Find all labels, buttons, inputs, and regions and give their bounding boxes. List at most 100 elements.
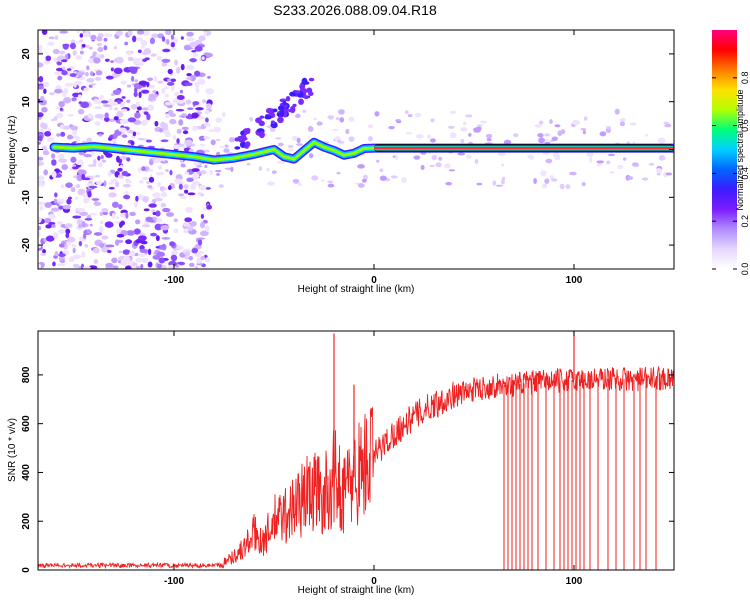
noise-blob [51, 224, 56, 228]
noise-blob [184, 217, 193, 223]
noise-blob [96, 180, 103, 186]
noise-blob [193, 162, 200, 166]
noise-blob [59, 50, 66, 55]
noise-blob [168, 264, 175, 269]
noise-blob [312, 117, 318, 121]
noise-blob [191, 112, 199, 119]
noise-blob [204, 122, 211, 128]
noise-blob [181, 126, 189, 130]
noise-blob [485, 133, 493, 139]
noise-blob [134, 79, 139, 83]
noise-blob [538, 120, 544, 125]
noise-blob [112, 265, 119, 269]
noise-blob [148, 93, 157, 101]
noise-blob [138, 180, 144, 184]
noise-blob [52, 49, 60, 55]
noise-blob [192, 101, 200, 106]
noise-blob [88, 46, 93, 50]
spectrogram-ylabel: Frequency (Hz) [7, 116, 18, 185]
noise-blob [172, 98, 180, 104]
noise-blob [126, 84, 132, 88]
noise-blob [191, 168, 200, 173]
noise-blob [39, 99, 47, 106]
noise-blob [244, 145, 249, 149]
noise-blob [134, 88, 138, 93]
noise-blob [160, 139, 169, 143]
noise-blob [205, 187, 211, 190]
noise-blob [56, 133, 61, 137]
noise-blob [151, 33, 159, 38]
noise-blob [161, 237, 171, 240]
noise-blob [146, 181, 150, 185]
noise-blob [157, 165, 163, 171]
noise-blob [57, 153, 65, 160]
noise-blob [129, 250, 136, 257]
noise-blob [311, 175, 319, 181]
noise-blob [103, 37, 108, 42]
noise-blob [102, 159, 106, 163]
noise-blob [161, 243, 167, 251]
noise-blob [137, 167, 142, 173]
noise-blob [38, 263, 42, 269]
noise-blob [199, 221, 206, 229]
noise-blob [258, 120, 265, 127]
noise-blob [282, 101, 287, 106]
noise-blob [38, 75, 44, 83]
noise-blob [308, 91, 314, 96]
noise-blob [160, 224, 170, 231]
noise-blob [213, 126, 222, 133]
noise-blob [137, 137, 145, 141]
noise-blob [126, 157, 131, 162]
noise-blob [154, 197, 163, 202]
noise-blob [134, 131, 141, 135]
noise-blob [152, 198, 156, 204]
noise-blob [234, 137, 240, 142]
noise-blob [152, 211, 157, 216]
noise-blob [69, 42, 76, 50]
noise-blob [390, 175, 398, 179]
noise-blob [219, 145, 225, 148]
noise-blob [644, 134, 649, 137]
noise-blob [54, 88, 63, 94]
noise-blob [180, 63, 185, 71]
noise-blob [83, 177, 91, 181]
noise-blob [205, 117, 209, 123]
noise-blob [60, 124, 64, 130]
noise-blob [101, 235, 109, 240]
noise-blob [501, 176, 506, 181]
noise-blob [38, 226, 42, 231]
colorbar-tick-label: 0.4 [740, 167, 750, 180]
noise-blob [38, 112, 44, 118]
noise-blob [272, 108, 278, 113]
noise-blob [68, 256, 75, 263]
noise-blob [86, 77, 95, 83]
y-tick-label: 20 [21, 48, 32, 60]
noise-blob [44, 217, 52, 224]
noise-blob [118, 250, 123, 254]
noise-blob [110, 60, 114, 64]
noise-blob [663, 121, 670, 125]
noise-blob [187, 107, 194, 111]
noise-blob [275, 137, 282, 140]
noise-blob [52, 261, 56, 267]
noise-blob [83, 153, 92, 158]
noise-blob [195, 165, 203, 168]
noise-blob [132, 131, 137, 137]
noise-blob [53, 116, 58, 122]
noise-blob [298, 98, 304, 105]
noise-blob [228, 136, 235, 143]
noise-blob [189, 41, 198, 48]
noise-blob [203, 31, 207, 36]
noise-blob [271, 170, 277, 175]
noise-blob [118, 127, 127, 132]
noise-blob [136, 37, 143, 42]
noise-blob [277, 142, 284, 147]
colorbar-tick-label: 0.8 [740, 72, 750, 85]
noise-blob [74, 197, 79, 200]
noise-blob [51, 171, 57, 178]
noise-blob [186, 177, 194, 183]
noise-blob [301, 77, 308, 85]
noise-blob [582, 130, 586, 135]
noise-blob [160, 191, 168, 198]
noise-blob [117, 110, 122, 115]
